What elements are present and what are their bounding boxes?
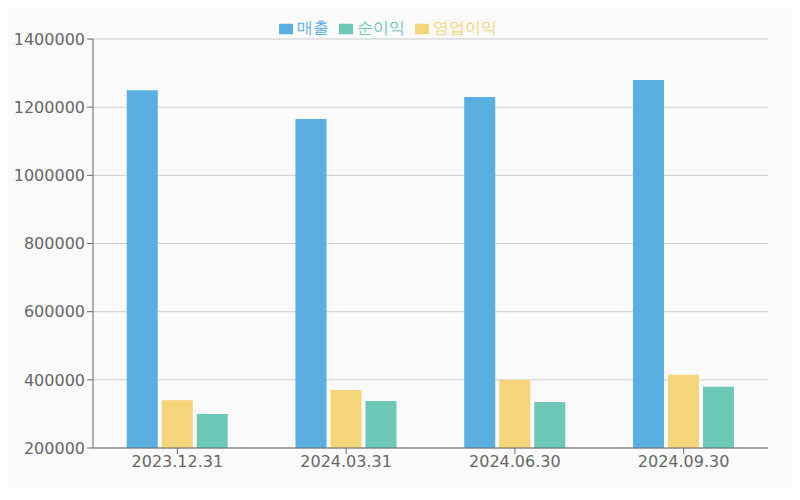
svg-text:800000: 800000 [24, 234, 85, 253]
svg-text:1200000: 1200000 [14, 98, 85, 117]
html-text:순이익: 순이익 [357, 18, 405, 37]
svg-text:1000000: 1000000 [14, 166, 85, 185]
svg-text:2024.09.30: 2024.09.30 [638, 452, 730, 471]
svg-text:600000: 600000 [24, 302, 85, 321]
html-text:영업이익: 영업이익 [433, 18, 497, 37]
svg-text:400000: 400000 [24, 371, 85, 390]
svg-text:2024.06.30: 2024.06.30 [469, 452, 561, 471]
svg-text:2023.12.31: 2023.12.31 [132, 452, 224, 471]
svg-text:200000: 200000 [24, 439, 85, 458]
svg-text:2024.03.31: 2024.03.31 [300, 452, 392, 471]
html-text:매출: 매출 [297, 18, 329, 37]
svg-text:1400000: 1400000 [14, 30, 85, 49]
